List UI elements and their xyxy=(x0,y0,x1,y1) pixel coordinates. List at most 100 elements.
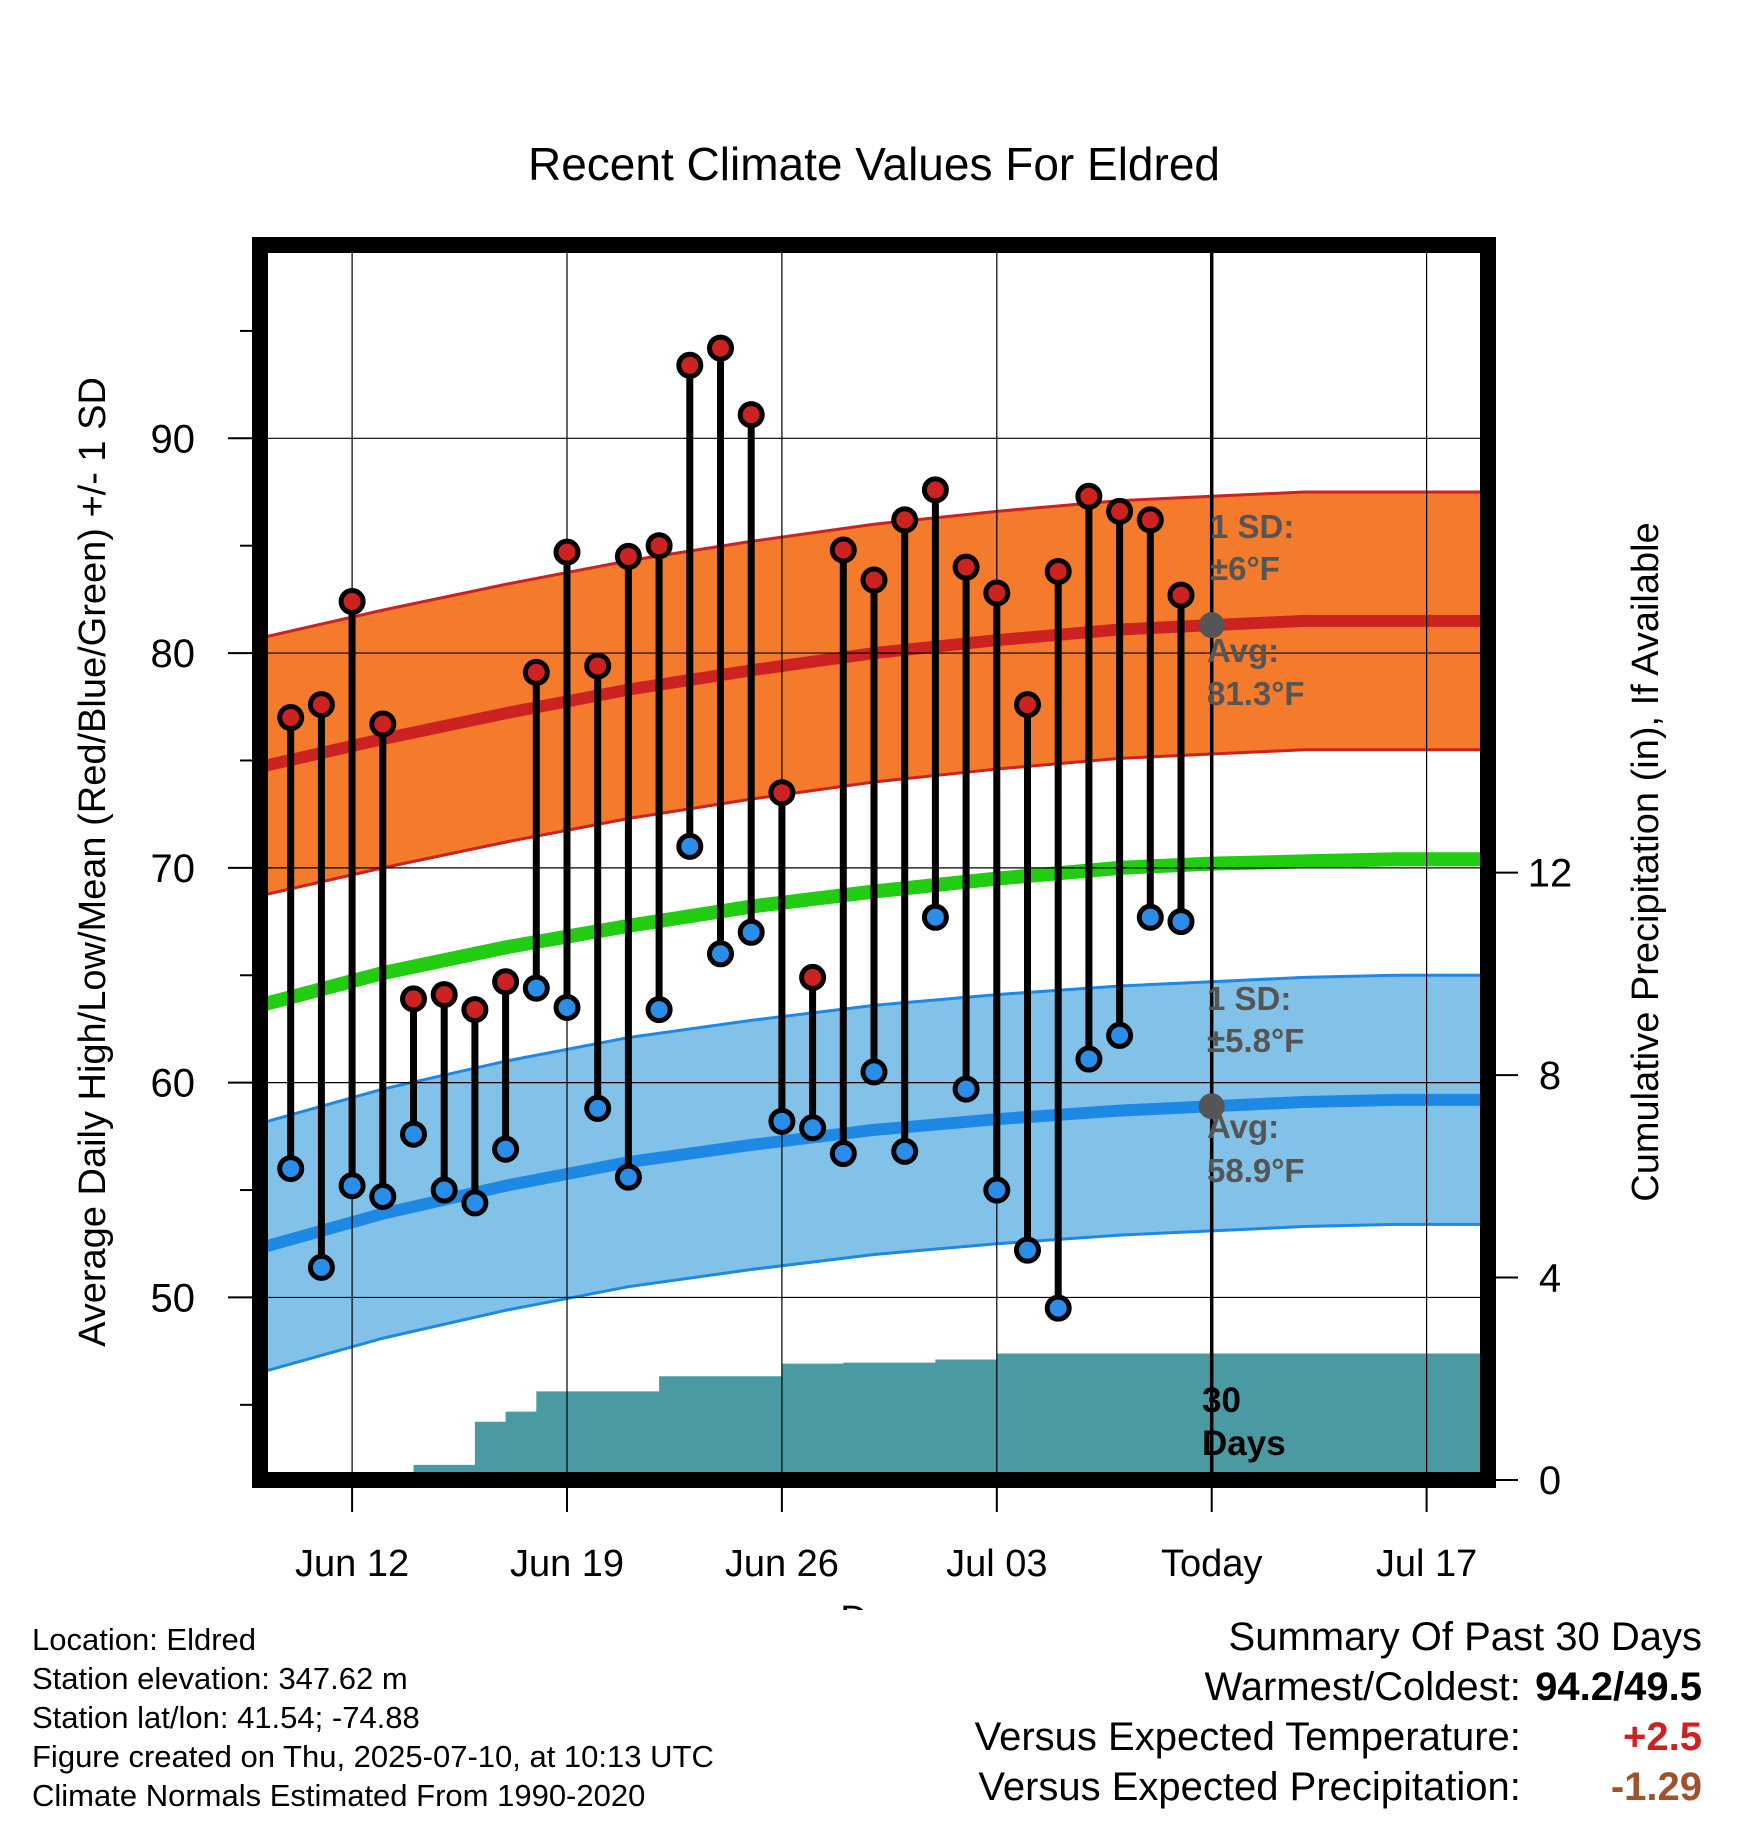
low-point xyxy=(1014,1236,1041,1264)
high-point xyxy=(369,710,397,738)
y-tick-label: 80 xyxy=(151,632,196,676)
high-point xyxy=(952,553,980,581)
low-point xyxy=(1044,1294,1072,1322)
high-point xyxy=(1044,557,1072,585)
high-point xyxy=(829,536,857,564)
low-avg-line xyxy=(258,1093,1488,1254)
low-point xyxy=(1075,1045,1103,1073)
temp-value: +2.5 xyxy=(1623,1715,1702,1759)
low-point xyxy=(522,974,550,1002)
low-point xyxy=(277,1155,305,1183)
high-point xyxy=(921,476,949,504)
summary-row-temp: Versus Expected Temperature: +2.5 xyxy=(975,1712,1702,1762)
days-count-label: 30 xyxy=(1202,1381,1241,1420)
high-point xyxy=(737,401,765,429)
summary-row-warm-cold: Warmest/Coldest: 94.2/49.5 xyxy=(975,1662,1703,1712)
low-sd-upper-line xyxy=(259,973,1488,1125)
x-tick-label: Jun 26 xyxy=(725,1543,839,1585)
high-point xyxy=(522,658,550,686)
x-tick-label: Jul 03 xyxy=(946,1543,1047,1585)
high-point xyxy=(400,985,427,1013)
location-text: Location: Eldred xyxy=(32,1622,257,1657)
low-point xyxy=(983,1176,1011,1204)
summary-row-precip: Versus Expected Precipitation: -1.29 xyxy=(975,1762,1702,1812)
y-axis-label: Average Daily High/Low/Mean (Red/Blue/Gr… xyxy=(72,377,114,1347)
high-point xyxy=(983,579,1011,607)
low-point xyxy=(1136,903,1164,931)
high-avg-label: Avg: xyxy=(1207,632,1279,669)
high-point xyxy=(891,506,919,534)
high-point xyxy=(584,652,612,680)
y2-tick-label: 0 xyxy=(1539,1459,1561,1503)
low-sd-value: ±5.8°F xyxy=(1207,1022,1304,1059)
summary-title: Summary Of Past 30 Days xyxy=(1228,1615,1702,1659)
y-tick-label: 50 xyxy=(151,1276,196,1320)
high-point xyxy=(492,968,520,996)
low-point xyxy=(799,1114,827,1142)
high-point xyxy=(553,538,581,566)
low-point xyxy=(860,1058,888,1086)
precip-label: Versus Expected Precipitation: xyxy=(978,1765,1521,1809)
low-point xyxy=(737,918,765,946)
low-point xyxy=(921,903,949,931)
low-point xyxy=(645,996,673,1024)
y-tick-label: 60 xyxy=(151,1062,196,1106)
high-point xyxy=(676,351,704,379)
elevation-text: Station elevation: 347.62 m xyxy=(32,1661,408,1696)
low-point xyxy=(369,1182,397,1210)
low-avg-value: 58.9°F xyxy=(1207,1152,1305,1189)
low-point xyxy=(768,1107,796,1135)
high-point xyxy=(1136,506,1164,534)
y2-tick-label: 12 xyxy=(1528,852,1573,896)
precip-value: -1.29 xyxy=(1610,1765,1702,1809)
low-avg-label: Avg: xyxy=(1207,1108,1279,1145)
x-tick-label: Jun 19 xyxy=(510,1543,624,1585)
high-point xyxy=(430,981,458,1009)
low-point xyxy=(461,1189,489,1217)
high-point xyxy=(768,779,796,807)
high-point xyxy=(707,334,734,362)
high-point xyxy=(860,566,888,594)
x-tick-label: Today xyxy=(1161,1543,1262,1585)
low-point xyxy=(707,940,734,968)
low-point xyxy=(1167,908,1195,936)
created-text: Figure created on Thu, 2025-07-10, at 10… xyxy=(32,1739,714,1774)
low-point xyxy=(891,1137,919,1165)
high-avg-value: 81.3°F xyxy=(1207,675,1305,712)
low-point xyxy=(829,1140,857,1168)
high-point xyxy=(338,588,366,616)
high-sd-label: 1 SD: xyxy=(1210,508,1294,545)
low-point xyxy=(1106,1021,1134,1049)
today-high-avg-marker xyxy=(1198,612,1225,639)
summary-panel: Summary Of Past 30 Days Warmest/Coldest:… xyxy=(975,1612,1702,1812)
today-low-avg-marker xyxy=(1198,1093,1225,1120)
low-point xyxy=(400,1120,427,1148)
low-point xyxy=(492,1135,520,1163)
climate-chart: 1 SD: ±6°F Avg: 81.3°F 1 SD: ±5.8°F Avg: 58.9°F… xyxy=(72,138,1667,1610)
low-point xyxy=(307,1253,335,1281)
low-point xyxy=(338,1172,366,1200)
high-point xyxy=(645,532,673,560)
high-point xyxy=(1075,482,1103,510)
x-axis-label: Day xyxy=(840,1599,908,1610)
plot-frame xyxy=(252,237,1496,1488)
y2-tick-label: 8 xyxy=(1539,1054,1561,1098)
warm-cold-label: Warmest/Coldest: xyxy=(1204,1665,1521,1709)
station-info: Location: Eldred Station elevation: 347.… xyxy=(32,1620,714,1815)
low-sd-lower-line xyxy=(259,1222,1488,1375)
low-point xyxy=(553,993,581,1021)
temp-label: Versus Expected Temperature: xyxy=(974,1715,1521,1759)
chart-title: Recent Climate Values For Eldred xyxy=(528,138,1220,190)
high-point xyxy=(1167,581,1195,609)
high-sd-value: ±6°F xyxy=(1210,550,1280,587)
high-point xyxy=(1014,691,1041,719)
normals-note-text: Climate Normals Estimated From 1990-2020 xyxy=(32,1778,646,1813)
latlon-text: Station lat/lon: 41.54; -74.88 xyxy=(32,1700,420,1735)
days-word-label: Days xyxy=(1202,1424,1286,1463)
low-sd-label: 1 SD: xyxy=(1207,980,1291,1017)
high-point xyxy=(799,963,827,991)
high-point xyxy=(461,996,489,1024)
high-point xyxy=(277,704,305,732)
y-tick-label: 90 xyxy=(151,417,196,461)
y-tick-label: 70 xyxy=(151,847,196,891)
